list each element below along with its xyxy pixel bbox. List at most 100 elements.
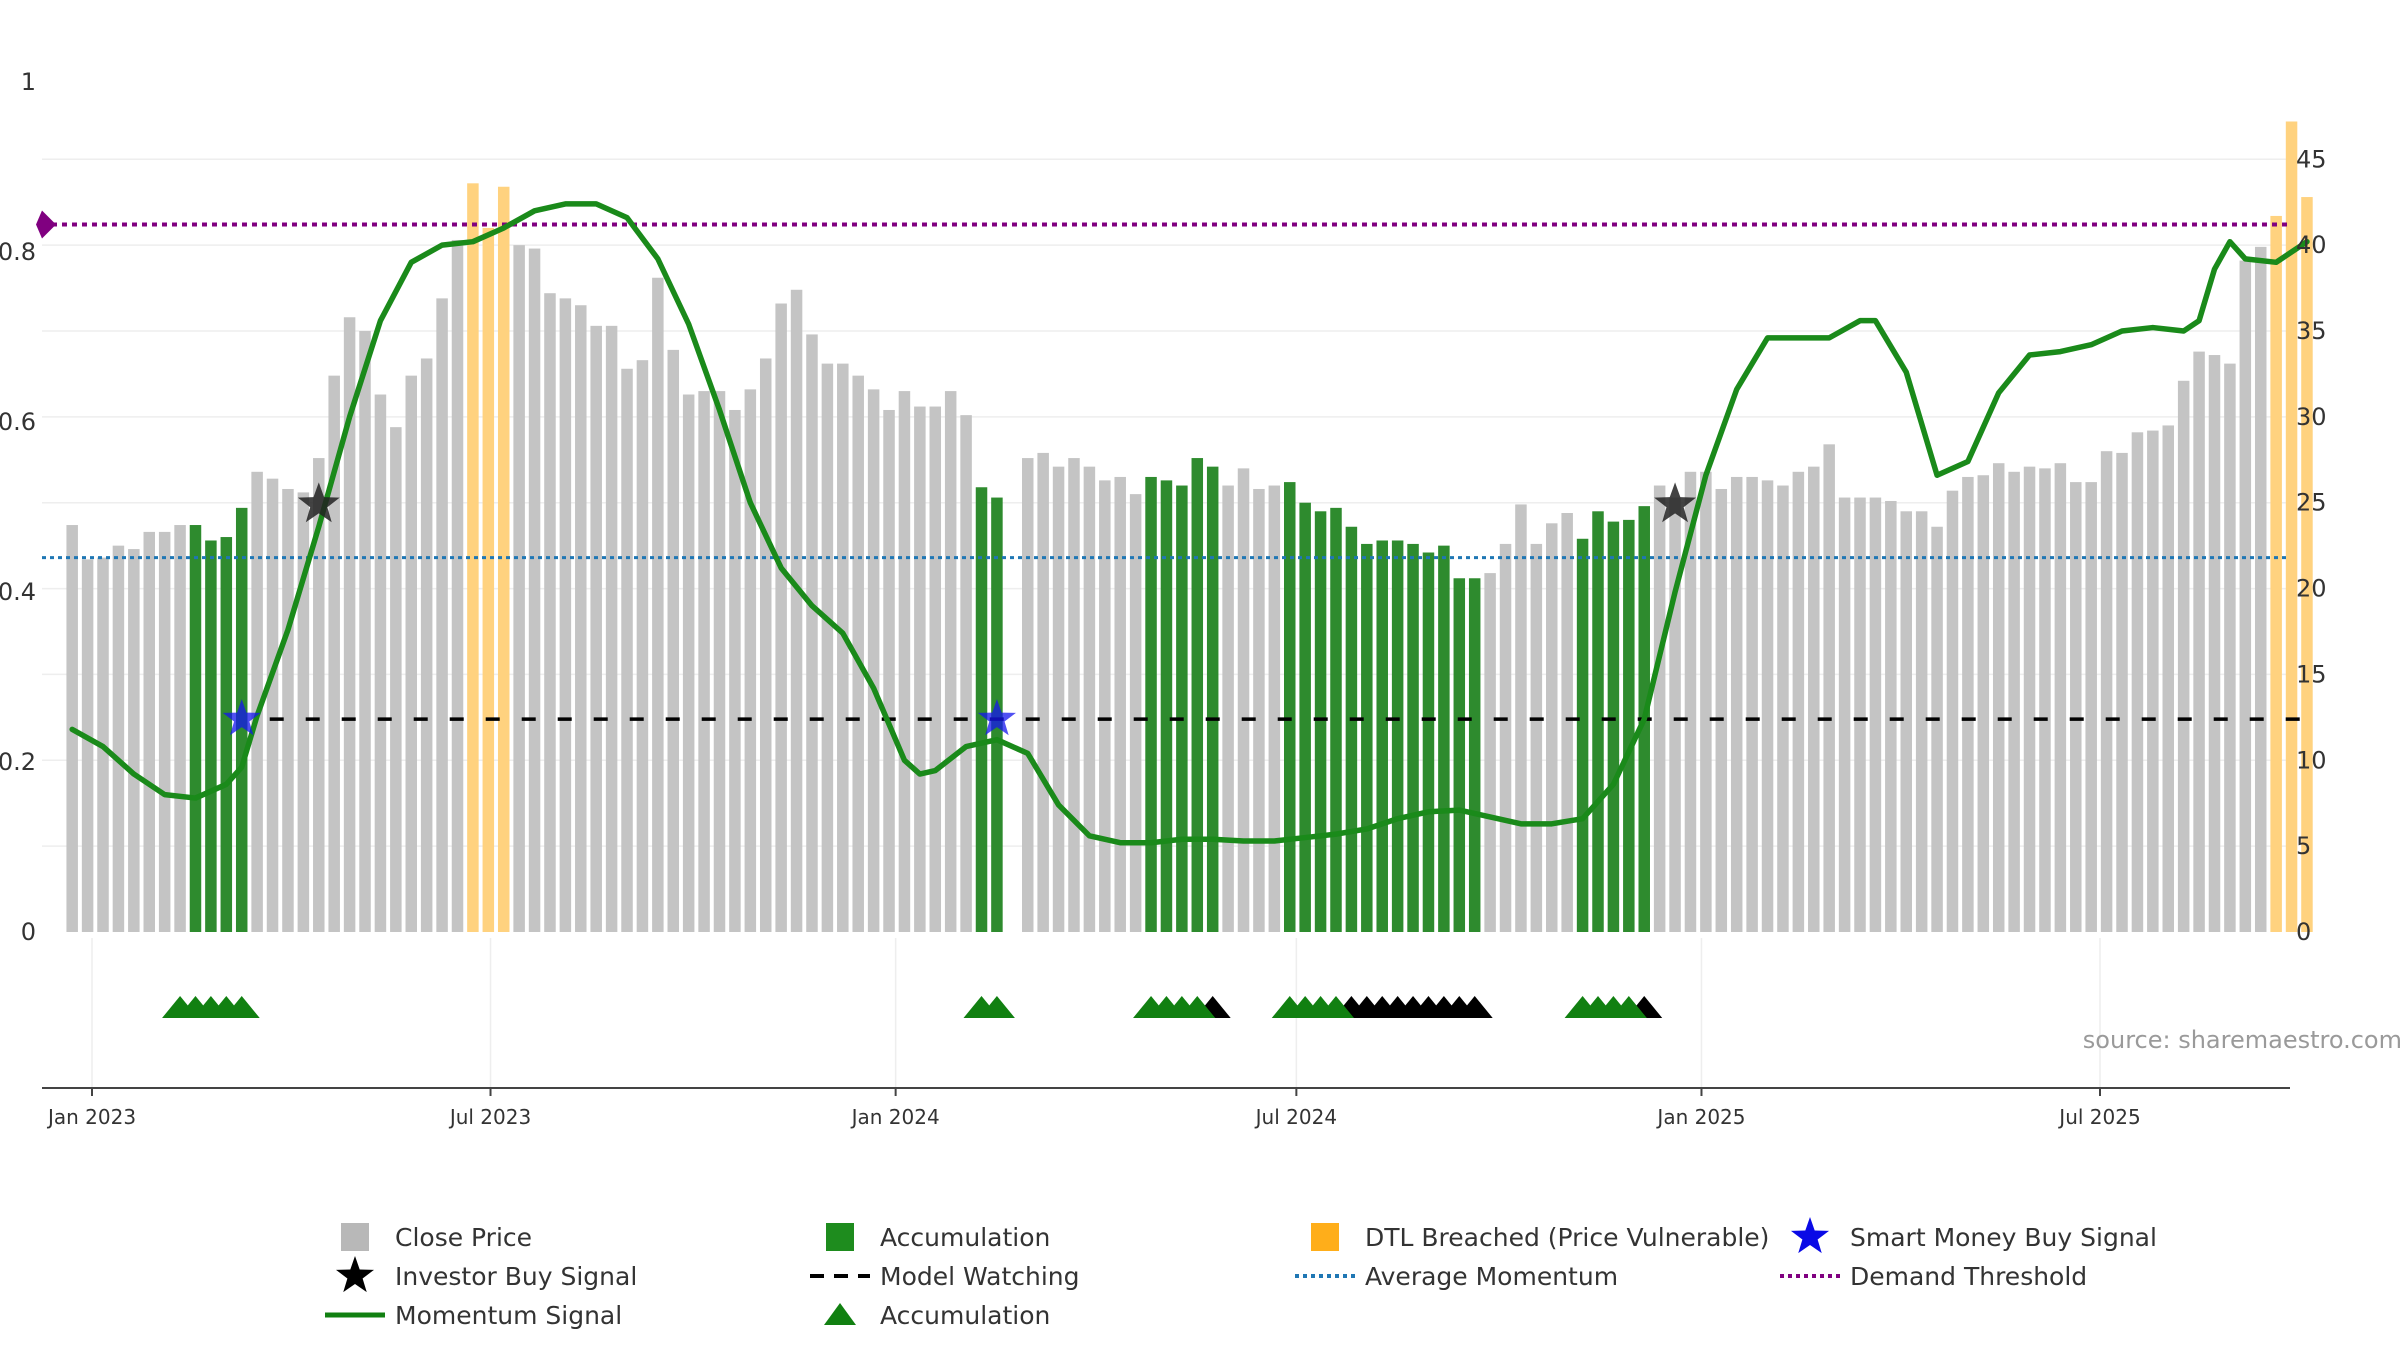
price-bar-green xyxy=(1314,511,1327,932)
price-bar-green xyxy=(1206,466,1219,932)
right-axis-tick-label: 20 xyxy=(2296,575,2327,603)
accumulation-marker-green xyxy=(223,996,260,1018)
price-bar-gray xyxy=(1037,452,1049,932)
price-bar-gray xyxy=(1268,485,1281,932)
x-axis-tick-label: Jan 2023 xyxy=(46,1105,136,1129)
price-bar-gray xyxy=(2008,471,2020,932)
legend: Close Price Accumulation DTL Breached (Pri… xyxy=(325,1217,2157,1330)
buy-signals xyxy=(222,482,1696,736)
price-bar-gray xyxy=(621,368,633,932)
price-bar-gray xyxy=(174,525,186,932)
price-bar-gray xyxy=(1253,488,1265,932)
legend-label: Investor Buy Signal xyxy=(395,1262,637,1291)
right-axis-tick-label: 0 xyxy=(2296,918,2311,946)
investor-buy-signal-star xyxy=(297,482,340,523)
price-bar-gray xyxy=(1515,504,1527,932)
price-bar-gray xyxy=(374,394,387,932)
legend-symbol-triangle xyxy=(824,1303,856,1325)
price-bar-green xyxy=(1623,519,1635,932)
price-bar-gray xyxy=(1730,476,1743,932)
price-bar-green xyxy=(1330,507,1342,932)
accumulation-marker-black xyxy=(1456,996,1493,1018)
smart-money-buy-signal-star xyxy=(222,699,261,736)
price-bar-gray xyxy=(652,277,664,932)
price-bar-gray xyxy=(960,415,972,932)
price-bar-green xyxy=(1284,482,1296,932)
price-bar-gray xyxy=(1700,471,1712,932)
price-bar-green xyxy=(1376,540,1388,932)
right-axis-tick-label: 40 xyxy=(2296,231,2327,259)
price-bar-green xyxy=(1345,526,1358,932)
left-axis-tick-label: 0.6 xyxy=(0,408,36,436)
price-bar-gray xyxy=(2054,463,2067,932)
price-bar-gray xyxy=(2116,452,2128,932)
right-axis-tick-label: 35 xyxy=(2296,317,2327,345)
price-bar-gray xyxy=(1869,497,1882,932)
price-bar-gray xyxy=(282,488,294,932)
price-bar-gray xyxy=(2023,466,2036,932)
price-bar-gray xyxy=(451,239,464,932)
price-bar-gray xyxy=(343,317,356,932)
price-bar-green xyxy=(189,525,202,932)
price-bar-gray xyxy=(81,559,94,932)
price-bar-gray xyxy=(544,293,556,932)
price-bar-gray xyxy=(328,375,340,932)
x-axis-tick-label: Jul 2024 xyxy=(1254,1105,1337,1129)
left-axis-tick-label: 1 xyxy=(21,68,36,96)
price-bar-gray xyxy=(1684,471,1697,932)
price-bar-gray xyxy=(2224,363,2236,932)
legend-label: Demand Threshold xyxy=(1850,1262,2087,1291)
price-bar-gray xyxy=(1499,543,1512,932)
price-bar-gray xyxy=(2254,246,2267,932)
smart-money-buy-signal-star xyxy=(977,699,1016,736)
price-bar-gray xyxy=(2208,355,2221,933)
price-bar-gray xyxy=(713,391,726,932)
legend-symbol-square xyxy=(341,1223,369,1251)
right-axis-tick-label: 30 xyxy=(2296,403,2327,431)
price-bars xyxy=(66,121,2313,933)
price-bar-green xyxy=(205,540,217,932)
price-bar-gray xyxy=(790,289,803,932)
price-bar-gray xyxy=(251,471,263,932)
legend-label: Close Price xyxy=(395,1223,532,1252)
price-bar-gray xyxy=(158,531,171,932)
price-bar-gray xyxy=(1962,476,1974,932)
price-bar-gray xyxy=(1222,485,1234,932)
legend-label: Accumulation xyxy=(880,1223,1050,1252)
right-axis-tick-label: 25 xyxy=(2296,489,2327,517)
price-bar-gray xyxy=(759,358,772,932)
legend-label: DTL Breached (Price Vulnerable) xyxy=(1365,1223,1769,1252)
price-bar-gray xyxy=(944,391,957,932)
left-axis-tick-label: 0 xyxy=(21,918,36,946)
left-axis-tick-label: 0.8 xyxy=(0,238,36,266)
price-bar-orange xyxy=(2301,197,2313,932)
price-bar-gray xyxy=(1561,513,1573,932)
price-bar-gray xyxy=(914,406,926,933)
price-bar-gray xyxy=(1931,526,1943,932)
price-bar-gray xyxy=(513,245,525,932)
price-bar-green xyxy=(1453,578,1466,932)
price-bar-green xyxy=(1361,543,1373,932)
price-bar-gray xyxy=(929,406,942,933)
x-axis-tick-label: Jan 2025 xyxy=(1655,1105,1745,1129)
x-axis-tick-label: Jan 2024 xyxy=(850,1105,940,1129)
price-bar-gray xyxy=(1946,490,1959,932)
price-bar-orange xyxy=(2285,121,2298,933)
investor-buy-signal-star xyxy=(1654,482,1696,523)
price-bar-green xyxy=(1422,552,1435,932)
price-bar-gray xyxy=(775,303,787,932)
price-bar-gray xyxy=(605,325,618,932)
legend-symbol-star xyxy=(1790,1217,1830,1254)
price-bar-gray xyxy=(405,375,418,932)
price-bar-green xyxy=(1576,538,1589,932)
price-bar-gray xyxy=(1129,494,1142,932)
price-bar-gray xyxy=(1114,476,1126,932)
price-bar-gray xyxy=(2100,451,2113,932)
accumulation-marker-green xyxy=(1610,996,1647,1018)
price-bar-gray xyxy=(682,394,695,932)
accumulation-marker-green xyxy=(978,996,1015,1018)
price-bar-gray xyxy=(1021,458,1034,932)
right-axis-tick-label: 10 xyxy=(2296,746,2327,774)
